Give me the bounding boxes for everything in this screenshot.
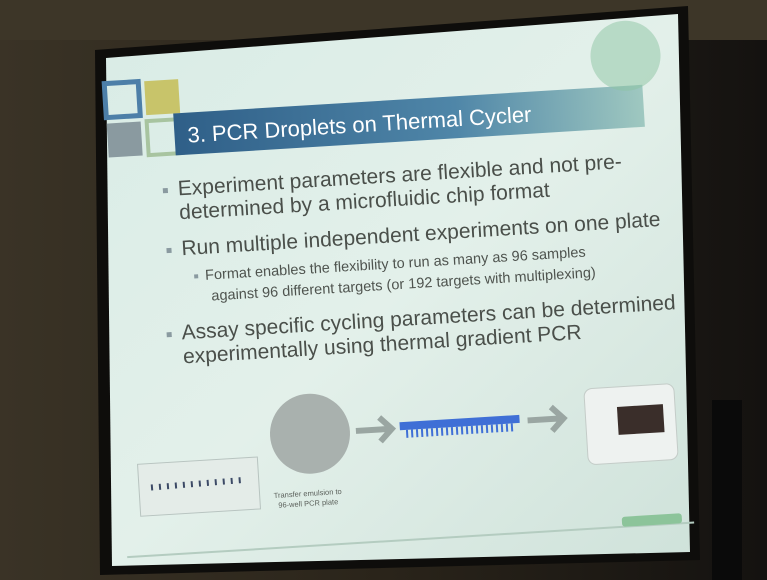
bullet	[162, 187, 169, 194]
plate-image	[399, 414, 520, 431]
bullet	[166, 247, 172, 254]
logo-square	[101, 78, 143, 121]
logo-square	[106, 121, 143, 158]
caption: Transfer emulsion to	[273, 487, 342, 500]
bullet	[166, 332, 172, 338]
arrow	[527, 404, 568, 433]
footer-line	[127, 521, 695, 559]
title-banner	[173, 84, 645, 156]
chip-image	[137, 456, 262, 517]
footer-logo	[621, 513, 682, 527]
decoration	[590, 20, 661, 91]
emulsion-image	[269, 393, 350, 474]
slide	[106, 14, 690, 566]
speaker	[712, 400, 742, 580]
cycler-display	[616, 404, 665, 435]
logo-square	[144, 79, 181, 116]
arrow	[355, 415, 397, 444]
caption: 96-well PCR plate	[278, 497, 338, 510]
sub-bullet	[194, 274, 199, 279]
